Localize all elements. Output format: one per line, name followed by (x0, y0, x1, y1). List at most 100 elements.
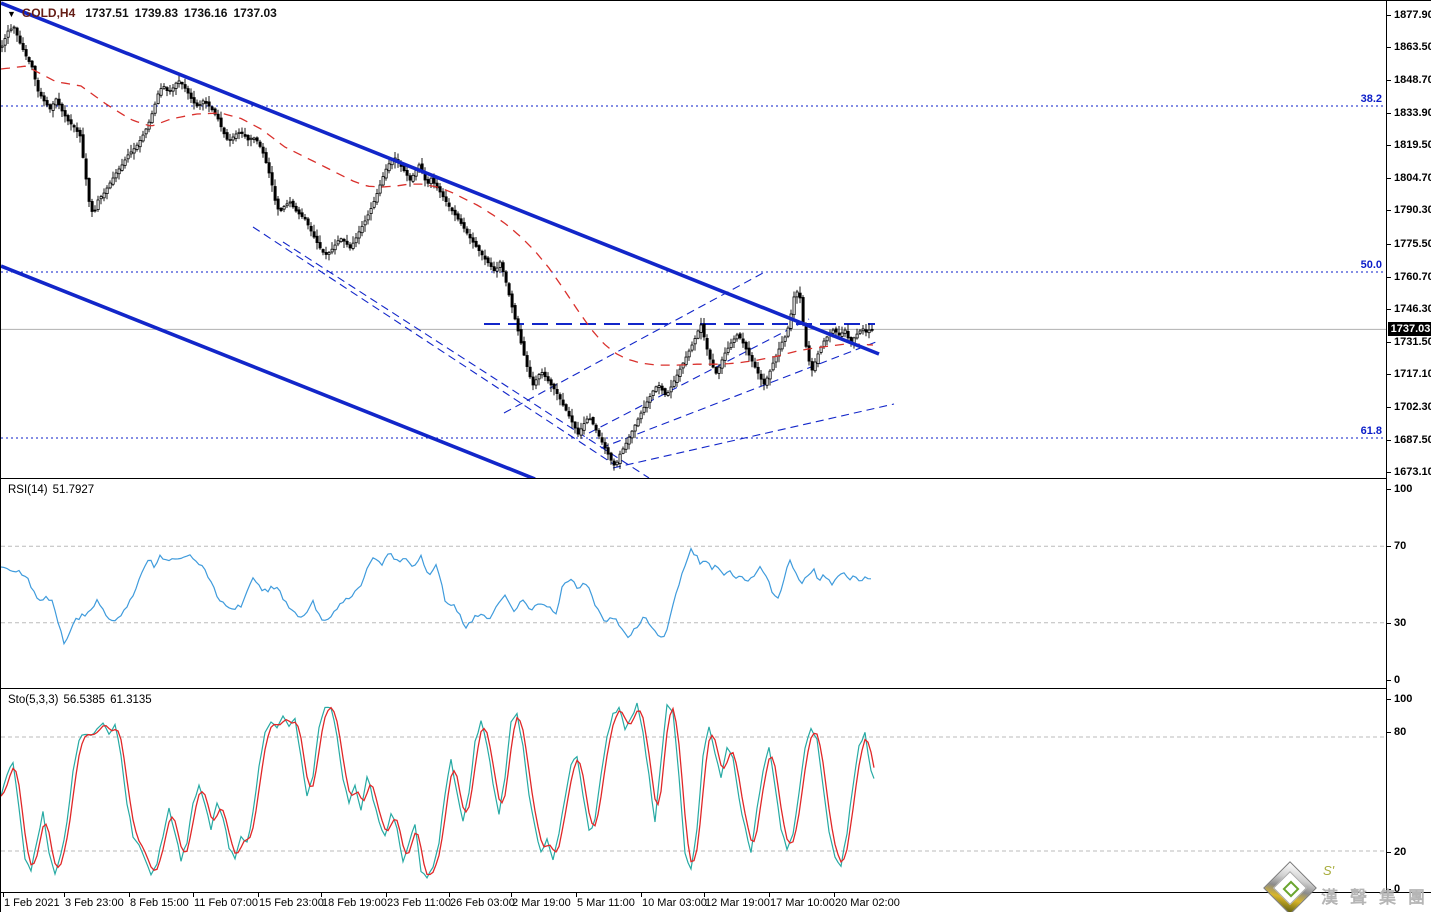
fib-label-61.8: 61.8 (1360, 425, 1382, 437)
trendline-dashed-3[interactable] (588, 318, 810, 434)
sto-k-value: 56.5385 (63, 694, 106, 706)
time-axis-tick (3, 893, 4, 897)
ohlc-close: 1737.03 (233, 6, 277, 20)
stochastic-label: Sto(5,3,3) 56.5385 61.3135 (8, 694, 157, 706)
moving-average-line[interactable] (1, 65, 874, 366)
time-axis-tick (449, 893, 450, 897)
price-axis-tick (1387, 47, 1391, 49)
fib-label-38.2: 38.2 (1360, 93, 1382, 105)
time-axis-tick (704, 893, 705, 897)
rsi-axis-label: 70 (1394, 540, 1407, 552)
trendline-dashed-0[interactable] (252, 226, 616, 466)
time-axis-label: 11 Feb 07:00 (194, 897, 259, 909)
price-chart-canvas[interactable] (1, 1, 1386, 478)
price-axis-label: 1877.90 (1394, 9, 1431, 21)
rsi-name: RSI(14) (8, 484, 48, 496)
sto-axis-label: 80 (1394, 726, 1407, 738)
stochastic-panel[interactable]: Sto(5,3,3) 56.5385 61.3135 (1, 692, 1386, 892)
time-axis-tick (129, 893, 130, 897)
sto-axis-tick (1387, 889, 1391, 890)
ohlc-open: 1737.51 (85, 6, 129, 20)
sto-axis-label: 0 (1394, 883, 1401, 895)
price-axis-tick (1387, 210, 1391, 212)
rsi-label: RSI(14) 51.7927 (8, 484, 99, 496)
price-axis-label: 1804.70 (1394, 172, 1431, 185)
time-axis-label: 5 Mar 11:00 (577, 897, 635, 909)
time-axis-label: 18 Feb 19:00 (322, 897, 387, 909)
rsi-canvas[interactable] (1, 482, 1386, 688)
time-axis-label: 10 Mar 03:00 (642, 897, 707, 909)
price-axis-tick (1387, 341, 1391, 343)
price-chart-panel[interactable]: ▼ GOLD,H4 1737.51 1739.83 1736.16 1737.03 38.… (1, 1, 1386, 478)
price-axis-label: 1833.90 (1394, 107, 1431, 120)
rsi-axis-label: 30 (1394, 617, 1407, 629)
price-axis-label: 1687.50 (1394, 433, 1431, 446)
trendline-thick-0[interactable] (1, 1, 880, 356)
price-axis-tick (1387, 276, 1391, 278)
rsi-axis-tick (1387, 623, 1391, 624)
time-axis-label: 2 Mar 19:00 (512, 897, 571, 909)
sto-axis-tick (1387, 699, 1391, 700)
price-axis-tick (1387, 439, 1391, 441)
watermark-mark: S' (1323, 863, 1335, 878)
sto-d-value: 61.3135 (110, 694, 152, 706)
time-axis-tick (834, 893, 835, 897)
time-axis-tick (576, 893, 577, 897)
rsi-axis-tick (1387, 489, 1391, 490)
trendline-dashed-1[interactable] (282, 241, 650, 478)
time-axis-tick (386, 893, 387, 897)
rsi-value: 51.7927 (52, 484, 95, 496)
ohlc-low: 1736.16 (184, 6, 228, 20)
sto-name: Sto(5,3,3) (8, 694, 59, 706)
price-axis-label: 1819.50 (1394, 139, 1431, 152)
symbol-timeframe: GOLD,H4 (21, 6, 76, 20)
time-axis-label: 3 Feb 23:00 (65, 897, 124, 909)
time-axis-tick (321, 893, 322, 897)
rsi-axis-label: 0 (1394, 674, 1401, 686)
price-axis-label: 1746.30 (1394, 302, 1431, 315)
price-axis-label: 1775.50 (1394, 237, 1431, 250)
time-axis-tick (258, 893, 259, 897)
rsi-panel[interactable]: RSI(14) 51.7927 (1, 482, 1386, 688)
trendline-thick-1[interactable] (1, 264, 536, 478)
price-axis-label: 1702.30 (1394, 400, 1431, 413)
stochastic-canvas[interactable] (1, 692, 1386, 892)
price-axis-tick (1387, 113, 1391, 115)
sto-axis-tick (1387, 852, 1391, 853)
sto-axis-tick (1387, 732, 1391, 733)
time-axis-tick (511, 893, 512, 897)
candles[interactable] (1, 24, 874, 471)
sto-k-line (1, 702, 875, 880)
watermark-logo: S' 漢聲集團 (1259, 859, 1429, 912)
price-axis-label: 1673.10 (1394, 466, 1431, 478)
ohlc-high: 1739.83 (134, 6, 179, 20)
price-axis-label: 1848.70 (1394, 74, 1431, 87)
rsi-axis-label: 100 (1394, 483, 1413, 495)
time-axis-label: 17 Mar 10:00 (770, 897, 835, 909)
price-axis-label: 1731.50 (1394, 335, 1431, 348)
trendline-dashed-4[interactable] (600, 341, 877, 449)
current-price-badge: 1737.03 (1388, 322, 1431, 337)
price-axis-tick (1387, 80, 1391, 82)
price-axis-label: 1863.50 (1394, 41, 1431, 54)
sto-axis-label: 20 (1394, 846, 1407, 858)
rsi-axis-tick (1387, 680, 1391, 681)
trendline-dashed-2[interactable] (503, 272, 764, 414)
watermark-text: 漢聲集團 (1321, 888, 1431, 907)
time-axis-label: 15 Feb 23:00 (259, 897, 324, 909)
time-axis-tick (193, 893, 194, 897)
rsi-line (1, 547, 872, 646)
price-axis-label: 1717.10 (1394, 367, 1431, 380)
price-axis[interactable]: 1877.90 1863.50 1848.70 1833.90 1819.50 1804.… (1386, 1, 1431, 895)
sto-axis-label: 100 (1394, 693, 1413, 705)
time-axis[interactable]: 1 Feb 2021 3 Feb 23:00 8 Feb 15:00 11 Feb 0… (1, 892, 1431, 912)
price-axis-label: 1790.30 (1394, 204, 1431, 217)
time-axis-label: 23 Feb 11:00 (387, 897, 452, 909)
time-axis-label: 8 Feb 15:00 (130, 897, 189, 909)
symbol-dropdown-icon[interactable]: ▼ (7, 9, 16, 19)
price-axis-tick (1387, 472, 1391, 473)
time-axis-label: 26 Feb 03:00 (450, 897, 515, 909)
fib-label-50.0: 50.0 (1360, 259, 1382, 271)
trendline-dashed-5[interactable] (612, 403, 895, 469)
